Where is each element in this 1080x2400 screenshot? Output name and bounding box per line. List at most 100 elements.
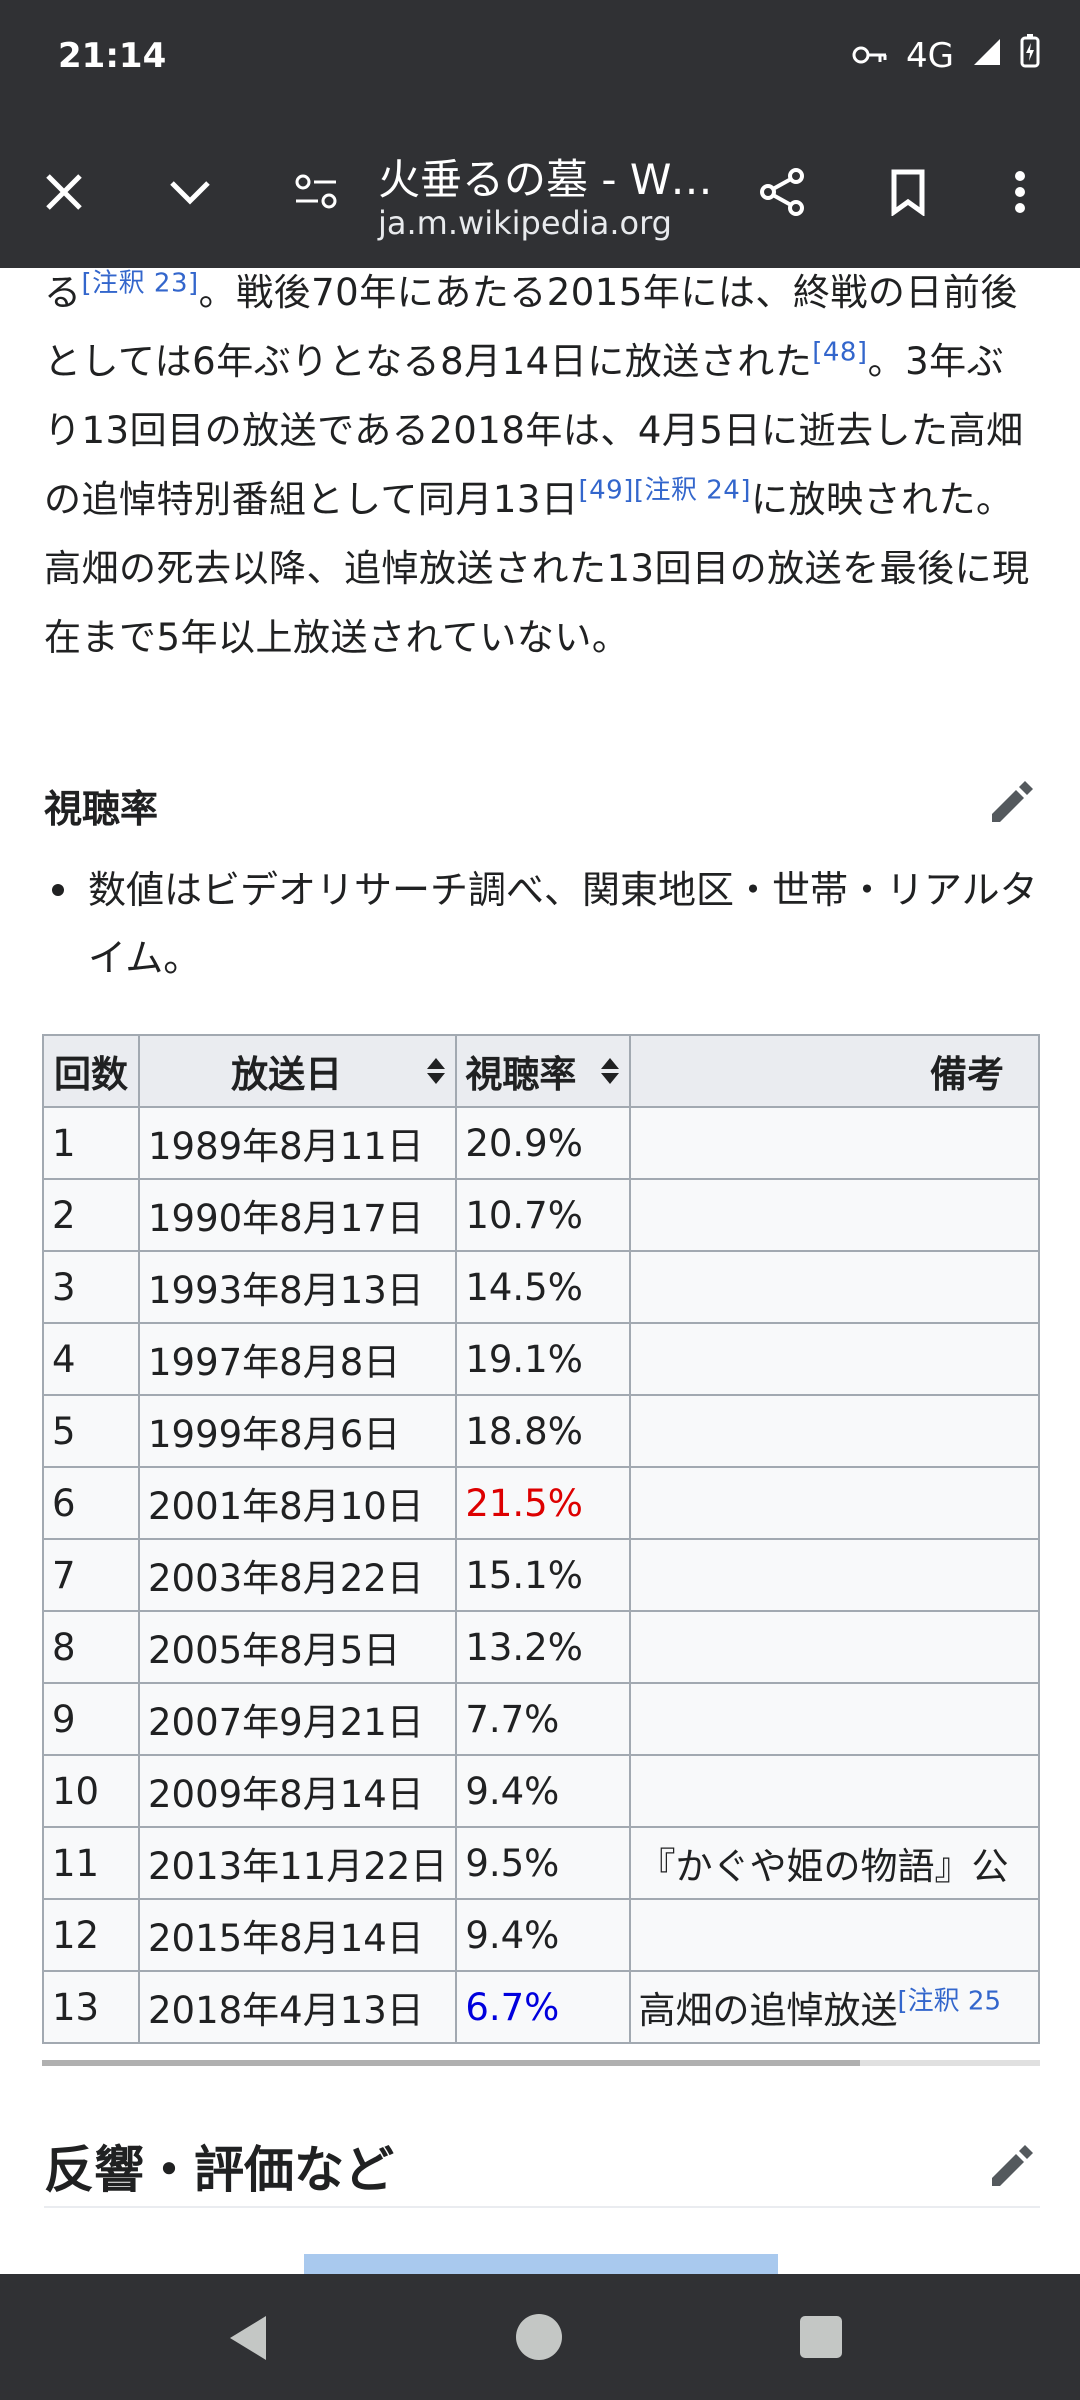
- cell-rating-text: 10.7%: [465, 1193, 583, 1237]
- bookmark-button[interactable]: [872, 156, 944, 228]
- cell-date-text: 1989年8月11日: [148, 1125, 424, 1168]
- more-vert-icon: [1015, 171, 1025, 213]
- article-image[interactable]: [304, 2254, 778, 2276]
- edit-section-button[interactable]: [986, 2140, 1042, 2196]
- cell-rating-text: 20.9%: [465, 1121, 583, 1165]
- cell-count: 4: [42, 1322, 141, 1396]
- cell-rating: 9.4%: [455, 1754, 631, 1828]
- pencil-icon: [992, 2145, 1033, 2186]
- cell-count: 6: [42, 1466, 141, 1540]
- table-scrollbar-thumb[interactable]: [42, 2060, 860, 2066]
- cell-date-text: 2009年8月14日: [148, 1773, 424, 1816]
- edit-section-button[interactable]: [986, 776, 1042, 832]
- cell-rating: 13.2%: [455, 1610, 631, 1684]
- citation-link[interactable]: [注釈 23]: [81, 268, 199, 299]
- sort-icon[interactable]: [425, 1056, 447, 1086]
- cell-rating: 19.1%: [455, 1322, 631, 1396]
- header-date[interactable]: 放送日: [138, 1034, 458, 1108]
- battery-icon: [1020, 34, 1040, 77]
- bullet-dot: [52, 884, 64, 896]
- cell-rating-text: 15.1%: [465, 1553, 583, 1597]
- table-row: 5 1999年8月6日 18.8%: [42, 1394, 1040, 1468]
- home-icon[interactable]: [516, 2314, 562, 2360]
- cell-date: 2013年11月22日: [138, 1826, 458, 1900]
- cell-note: [628, 1250, 1040, 1324]
- cell-count: 3: [42, 1250, 141, 1324]
- paragraph-text: 。3年ぶり13回目の放送である2018年は、4月5日に逝去した高畑の追悼特別番組…: [44, 340, 1024, 521]
- header-label: 放送日: [231, 1053, 343, 1096]
- recents-icon[interactable]: [800, 2316, 842, 2358]
- network-type: 4G: [906, 35, 954, 76]
- cell-note: [628, 1754, 1040, 1828]
- cell-date-text: 1990年8月17日: [148, 1197, 424, 1240]
- table-row: 2 1990年8月17日 10.7%: [42, 1178, 1040, 1252]
- cell-rating-text: 7.7%: [465, 1697, 560, 1741]
- share-button[interactable]: [746, 156, 818, 228]
- paragraph-text: る: [44, 271, 82, 314]
- cell-count-text: 4: [52, 1337, 76, 1381]
- cell-count-text: 8: [52, 1625, 76, 1669]
- cell-date-text: 2013年11月22日: [148, 1845, 448, 1888]
- article-paragraph: る[注釈 23]。戦後70年にあたる2015年には、終戦の日前後としては6年ぶり…: [44, 258, 1039, 672]
- citation-link[interactable]: [48]: [812, 337, 868, 368]
- cell-date: 2007年9月21日: [138, 1682, 458, 1756]
- citation-link[interactable]: [注釈 25: [897, 1986, 1002, 2017]
- minimize-button[interactable]: [154, 156, 226, 228]
- ratings-table: 回数 放送日 視聴率 備考 1 1989年8月11日 20.9% 2 1990年8月17…: [42, 1034, 1040, 2044]
- cell-rating-text: 13.2%: [465, 1625, 583, 1669]
- cell-note: [628, 1682, 1040, 1756]
- close-icon: [46, 174, 82, 210]
- table-row: 1 1989年8月11日 20.9%: [42, 1106, 1040, 1180]
- cell-note: 高畑の追悼放送[注釈 25: [628, 1970, 1040, 2044]
- cell-rating: 15.1%: [455, 1538, 631, 1612]
- table-row: 7 2003年8月22日 15.1%: [42, 1538, 1040, 1612]
- site-settings-button[interactable]: [280, 156, 352, 228]
- cell-date: 1999年8月6日: [138, 1394, 458, 1468]
- section-heading-reactions: 反響・評価など: [44, 2141, 394, 2199]
- cell-date: 1997年8月8日: [138, 1322, 458, 1396]
- table-row: 8 2005年8月5日 13.2%: [42, 1610, 1040, 1684]
- back-icon[interactable]: [230, 2316, 266, 2360]
- ratings-table-scroll[interactable]: 回数 放送日 視聴率 備考 1 1989年8月11日 20.9% 2 1990年8月17…: [42, 1034, 1040, 2064]
- cell-note: [628, 1610, 1040, 1684]
- paragraph-text: 。戦後70年にあたる2015年には、終戦の日前後としては6年ぶりとなる8月14日…: [44, 271, 1018, 383]
- cell-date: 1990年8月17日: [138, 1178, 458, 1252]
- pencil-icon: [992, 781, 1033, 822]
- cell-count: 9: [42, 1682, 141, 1756]
- more-options-button[interactable]: [984, 156, 1056, 228]
- cell-date-text: 2005年8月5日: [148, 1629, 401, 1672]
- cell-count-text: 6: [52, 1481, 76, 1525]
- cell-rating: 14.5%: [455, 1250, 631, 1324]
- cell-rating-text: 9.4%: [465, 1769, 560, 1813]
- cell-date-text: 2003年8月22日: [148, 1557, 424, 1600]
- citation-link[interactable]: [49][注釈 24]: [578, 475, 751, 506]
- cell-note-text: 高畑の追悼放送: [638, 1989, 898, 2032]
- cell-date: 1989年8月11日: [138, 1106, 458, 1180]
- cell-count: 13: [42, 1970, 141, 2044]
- cell-note-text: 『かぐや姫の物語』公: [638, 1845, 1009, 1888]
- header-rating[interactable]: 視聴率: [455, 1034, 631, 1108]
- cell-count: 11: [42, 1826, 141, 1900]
- share-icon: [760, 168, 804, 216]
- cell-count-text: 13: [52, 1985, 100, 2029]
- vpn-key-icon: [852, 36, 888, 76]
- cell-rating: 9.5%: [455, 1826, 631, 1900]
- table-row: 13 2018年4月13日 6.7% 高畑の追悼放送[注釈 25: [42, 1970, 1040, 2044]
- cell-date-text: 2001年8月10日: [148, 1485, 424, 1528]
- table-row: 3 1993年8月13日 14.5%: [42, 1250, 1040, 1324]
- cell-note: [628, 1178, 1040, 1252]
- cell-count-text: 2: [52, 1193, 76, 1237]
- cell-count-text: 1: [52, 1121, 76, 1165]
- cell-note: 『かぐや姫の物語』公: [628, 1826, 1040, 1900]
- cell-date-text: 2018年4月13日: [148, 1989, 424, 2032]
- cell-rating: 6.7%: [455, 1970, 631, 2044]
- cell-date: 2001年8月10日: [138, 1466, 458, 1540]
- cell-count: 1: [42, 1106, 141, 1180]
- table-row: 4 1997年8月8日 19.1%: [42, 1322, 1040, 1396]
- table-row: 12 2015年8月14日 9.4%: [42, 1898, 1040, 1972]
- close-tab-button[interactable]: [28, 156, 100, 228]
- sort-icon[interactable]: [599, 1056, 621, 1086]
- header-label: 視聴率: [465, 1053, 577, 1096]
- cell-count-text: 3: [52, 1265, 76, 1309]
- heading-divider: [44, 2206, 1040, 2208]
